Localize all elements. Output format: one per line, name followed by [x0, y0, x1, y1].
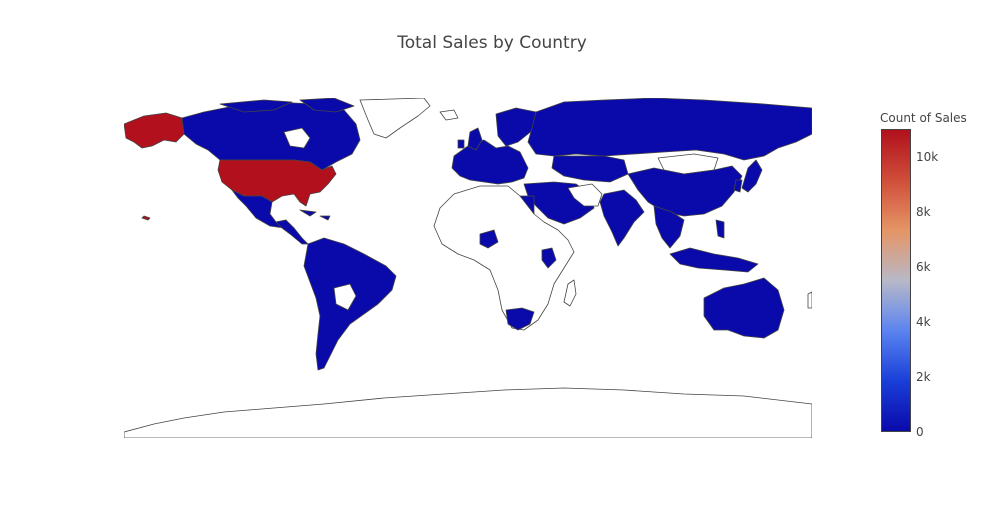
- country-madagascar: [563, 279, 577, 307]
- region-central-asia[interactable]: [551, 155, 629, 183]
- chart-title: Total Sales by Country: [397, 33, 587, 53]
- world-map[interactable]: [124, 98, 812, 438]
- colorbar-tick-label: 10k: [916, 149, 939, 164]
- country-indonesia[interactable]: [669, 247, 759, 273]
- colorbar-tick-label: 0: [916, 425, 924, 439]
- country-india[interactable]: [599, 189, 645, 247]
- caribbean[interactable]: [299, 209, 331, 221]
- colorbar: [881, 129, 911, 432]
- continent-antarctica: [124, 387, 812, 438]
- colorbar-tick-label: 8k: [916, 204, 931, 219]
- country-japan[interactable]: [733, 159, 763, 193]
- country-bolivia: [333, 283, 357, 311]
- region-scandinavia[interactable]: [495, 107, 541, 147]
- country-central-america[interactable]: [275, 219, 309, 245]
- country-greenland: [359, 98, 431, 139]
- colorbar-tick-label: 2k: [916, 369, 931, 384]
- country-china[interactable]: [627, 165, 743, 217]
- region-se-asia[interactable]: [653, 205, 685, 249]
- country-iran: [567, 183, 603, 207]
- hudson-bay: [283, 127, 311, 149]
- country-alaska[interactable]: [124, 112, 185, 149]
- colorbar-tick-label: 6k: [916, 259, 931, 274]
- country-south-africa[interactable]: [505, 307, 535, 331]
- country-new-zealand: [807, 291, 812, 309]
- country-iceland: [439, 109, 459, 121]
- colorbar-tick-label: 4k: [916, 314, 931, 329]
- country-canada-islands[interactable]: [219, 98, 355, 113]
- map-svg: [124, 98, 812, 438]
- country-uk[interactable]: [457, 127, 483, 151]
- country-philippines[interactable]: [715, 219, 725, 239]
- country-kenya[interactable]: [541, 247, 557, 269]
- country-hawaii[interactable]: [141, 215, 151, 221]
- country-australia[interactable]: [703, 277, 785, 339]
- region-europe[interactable]: [451, 139, 529, 185]
- continent-africa: [433, 185, 575, 331]
- country-nigeria[interactable]: [479, 229, 499, 249]
- colorbar-title: Count of Sales: [880, 111, 967, 125]
- country-russia[interactable]: [527, 98, 812, 161]
